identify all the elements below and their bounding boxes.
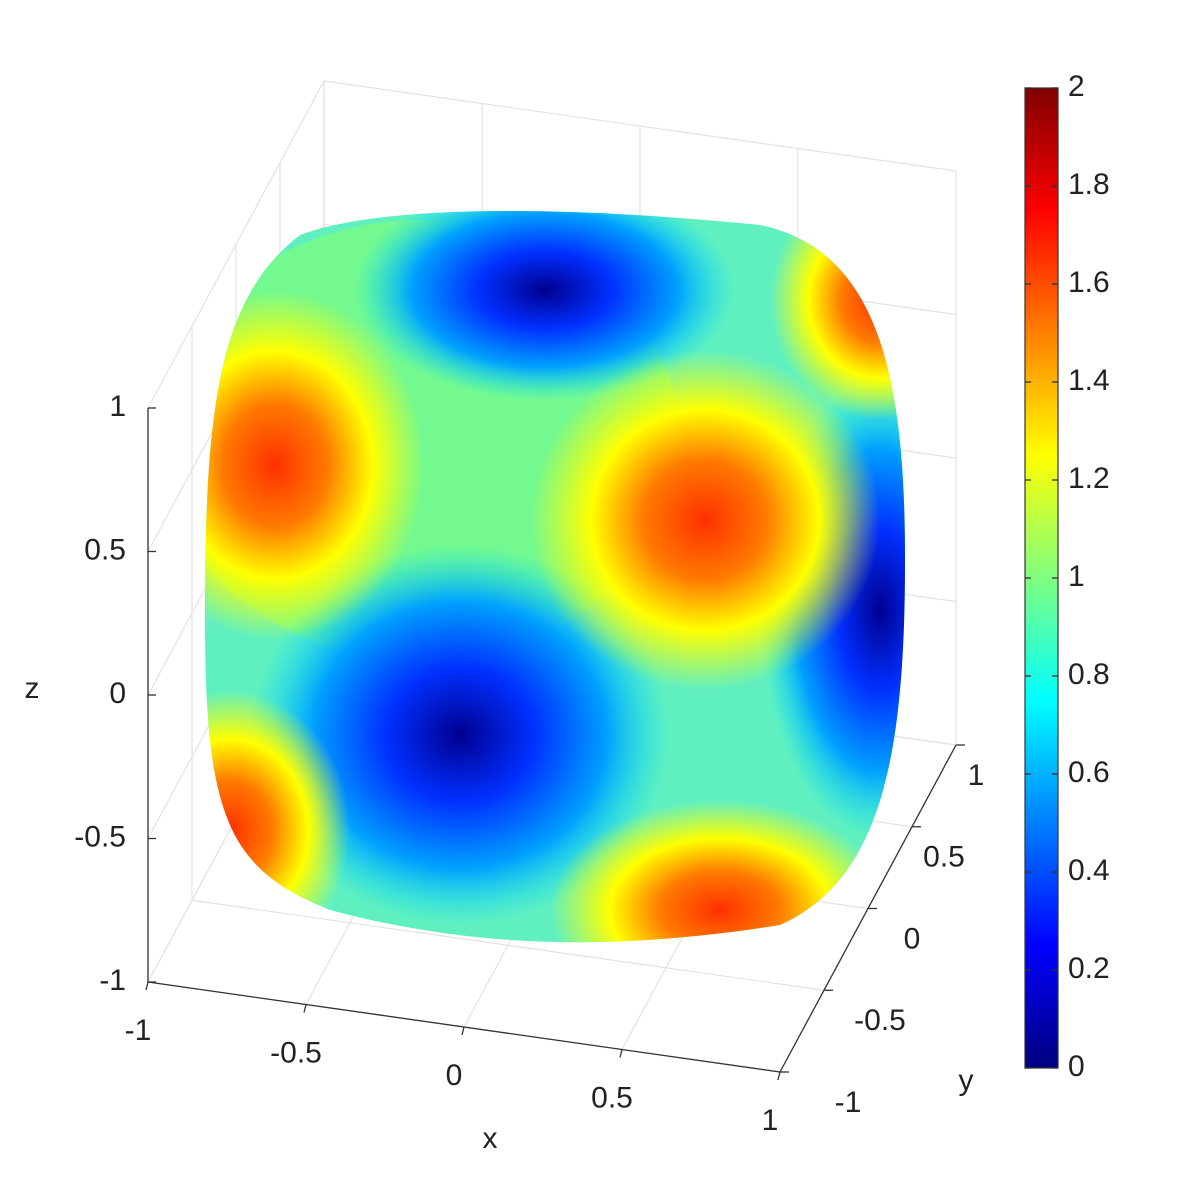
y-axis-label: y xyxy=(959,1064,974,1097)
surface xyxy=(205,211,905,943)
z-tick-label: 0.5 xyxy=(84,533,126,566)
grid-line xyxy=(147,80,325,409)
colorbar-tick-label: 1.8 xyxy=(1068,168,1110,201)
x-tick-label: 0.5 xyxy=(591,1081,633,1114)
y-tick-label: 0 xyxy=(904,922,921,955)
colorbar-tick-label: 0.4 xyxy=(1068,854,1110,887)
z-axis-label: z xyxy=(25,672,40,705)
axes: -1 -0.5 0 0.5 1 -1 -0.5 0 0.5 1 -1 -0.5 0 0.5 1 xyxy=(74,390,984,1137)
colorbar-tick-label: 2 xyxy=(1068,70,1085,103)
colorbar-tick-label: 1.2 xyxy=(1068,462,1110,495)
colorbar-frame xyxy=(1024,87,1059,1069)
x-axis-label: x xyxy=(483,1122,498,1155)
tick-mark xyxy=(777,1071,781,1081)
grid-line xyxy=(191,899,825,991)
x-tick-label: -0.5 xyxy=(270,1036,322,1069)
y-tick-label: 1 xyxy=(968,759,985,792)
colorbar-tick-label: 1 xyxy=(1068,560,1085,593)
colorbar-tick-label: 0.8 xyxy=(1068,658,1110,691)
colorbar-tick-label: 1.6 xyxy=(1068,266,1110,299)
x-tick-label: -1 xyxy=(125,1014,152,1047)
z-tick-label: -1 xyxy=(99,964,126,997)
colorbar-tick-label: 0.6 xyxy=(1068,756,1110,789)
grid-line xyxy=(323,80,957,172)
colorbar-tick-label: 0.2 xyxy=(1068,952,1110,985)
z-tick-label: 0 xyxy=(109,677,126,710)
z-tick-label: -0.5 xyxy=(74,820,126,853)
tick-mark xyxy=(461,1026,465,1036)
y-tick-label: -1 xyxy=(835,1086,862,1119)
y-tick-label: -0.5 xyxy=(854,1004,906,1037)
colorbar-tick-label: 1.4 xyxy=(1068,364,1110,397)
x-tick-label: 0 xyxy=(446,1059,463,1092)
tick-mark xyxy=(619,1049,623,1058)
tick-mark xyxy=(145,981,149,991)
y-tick-label: 0.5 xyxy=(923,841,965,874)
tick-mark xyxy=(303,1004,307,1013)
x-tick-label: 1 xyxy=(762,1104,779,1137)
z-tick-label: 1 xyxy=(109,390,126,423)
colorbar-tick-label: 0 xyxy=(1068,1050,1085,1083)
